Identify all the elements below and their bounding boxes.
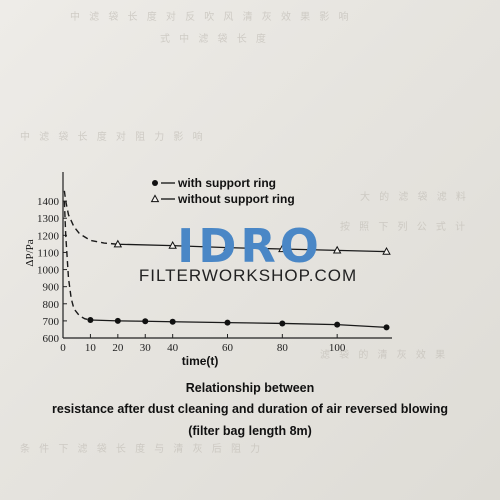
y-tick-label: 900 bbox=[43, 282, 60, 294]
series-0-initial-curve bbox=[63, 201, 91, 321]
background-text: 条 件 下 滤 袋 长 度 与 清 灰 后 阻 力 bbox=[20, 444, 264, 455]
data-point-with-support-ring bbox=[87, 317, 94, 324]
data-point-with-support-ring bbox=[279, 320, 286, 327]
chart-caption-line-3: (filter bag length 8m) bbox=[188, 424, 312, 438]
data-point-without-support-ring bbox=[168, 240, 177, 249]
data-point-with-support-ring bbox=[383, 324, 390, 331]
background-text: 中 滤 袋 长 度 对 阻 力 影 响 bbox=[20, 132, 206, 143]
data-point-without-support-ring bbox=[382, 246, 391, 255]
x-tick-label: 20 bbox=[112, 342, 124, 354]
series-1-initial-curve bbox=[63, 190, 118, 245]
data-point-with-support-ring bbox=[334, 321, 341, 328]
watermark-site: FILTERWORKSHOP.COM bbox=[139, 266, 357, 285]
x-tick-label: 0 bbox=[60, 342, 66, 354]
background-text: 中 滤 袋 长 度 对 反 吹 风 清 灰 效 果 影 响 bbox=[70, 12, 352, 23]
x-axis-label: time(t) bbox=[182, 354, 219, 368]
chart-caption-line-1: Relationship between bbox=[185, 381, 315, 395]
background-text: 式 中 滤 袋 长 度 bbox=[160, 34, 269, 45]
background-text: 按 照 下 列 公 式 计 bbox=[340, 222, 469, 233]
x-tick-label: 30 bbox=[140, 342, 152, 354]
legend-label: without support ring bbox=[177, 192, 295, 206]
x-tick-label: 40 bbox=[167, 342, 179, 354]
data-point-with-support-ring bbox=[224, 319, 231, 326]
series-1-line bbox=[117, 243, 387, 253]
y-tick-label: 1100 bbox=[37, 247, 59, 259]
background-text: 滤 袋 的 清 灰 效 果 bbox=[320, 350, 449, 361]
x-tick-label: 80 bbox=[277, 342, 289, 354]
series-0-line bbox=[90, 319, 387, 329]
x-tick-label: 100 bbox=[329, 342, 346, 354]
y-tick-label: 800 bbox=[43, 299, 60, 311]
data-point-with-support-ring bbox=[169, 318, 176, 325]
watermark-brand: IDRO bbox=[177, 219, 323, 273]
data-point-with-support-ring bbox=[114, 317, 121, 324]
legend-label: with support ring bbox=[177, 176, 276, 190]
y-tick-label: 700 bbox=[43, 316, 60, 328]
background-text: 大 的 滤 袋 滤 料 bbox=[360, 192, 469, 203]
y-tick-label: 1300 bbox=[37, 213, 60, 225]
chart-caption-line-2: resistance after dust cleaning and durat… bbox=[52, 402, 448, 416]
x-tick-label: 10 bbox=[85, 342, 97, 354]
data-point-with-support-ring bbox=[142, 318, 149, 325]
data-point-without-support-ring bbox=[113, 239, 123, 248]
data-point-without-support-ring bbox=[223, 243, 232, 251]
legend-marker-with-support-ring bbox=[152, 180, 158, 186]
y-tick-label: 1200 bbox=[37, 230, 60, 242]
legend-marker-without-support-ring bbox=[150, 194, 160, 203]
data-point-without-support-ring bbox=[332, 245, 342, 254]
y-tick-label: 600 bbox=[43, 333, 60, 345]
data-point-without-support-ring bbox=[278, 244, 287, 253]
y-tick-label: 1000 bbox=[37, 265, 60, 277]
y-tick-label: 1400 bbox=[37, 196, 60, 208]
y-axis-label: ΔP/Pa bbox=[24, 239, 36, 266]
x-tick-label: 60 bbox=[222, 342, 234, 354]
